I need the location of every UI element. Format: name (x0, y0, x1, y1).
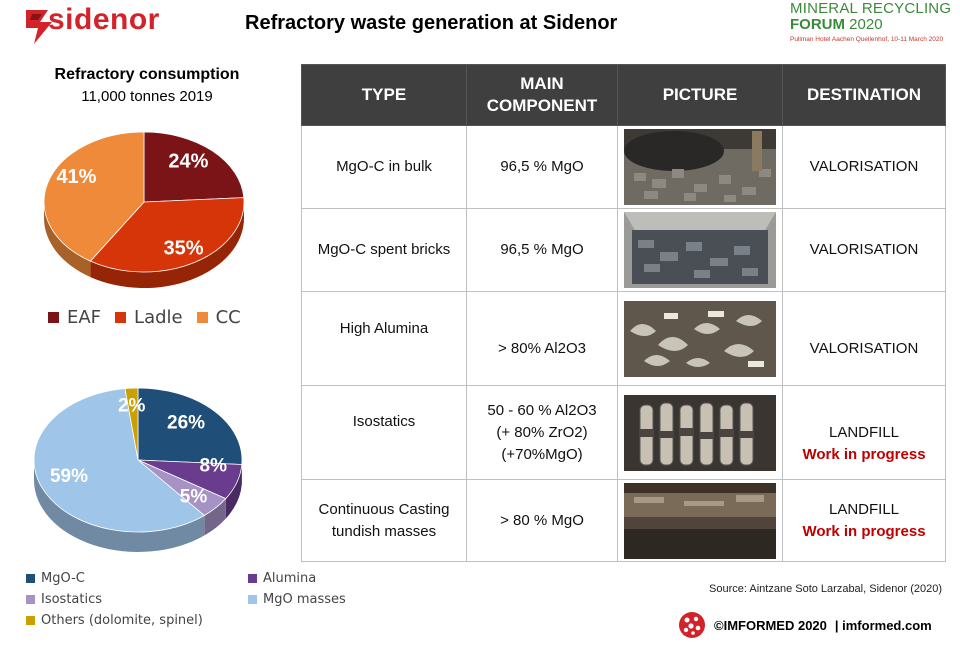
legend-item-others: Others (dolomite, spinel) (26, 613, 203, 628)
waste-table: TYPE MAIN COMPONENT PICTURE DESTINATION … (301, 64, 946, 562)
consumption-pie-slice-side (90, 202, 244, 288)
row-destination: LANDFILL Work in progress (782, 479, 946, 562)
tundish-masses-photo (624, 482, 776, 559)
row-component: 50 - 60 % Al2O3 (+ 80% ZrO2) (+70%MgO) (466, 385, 618, 480)
waste-pie-slice-mgo-masses (33, 388, 205, 533)
page-title: Refractory waste generation at Sidenor (245, 12, 618, 34)
legend-cc-label: CC (215, 307, 241, 328)
waste-pie-slice-others-dolomite-spinel (124, 387, 139, 461)
forum-logo: MINERAL RECYCLING FORUM 2020 Pullman Hot… (790, 0, 955, 48)
legend-item-ladle: Ladle (115, 307, 183, 328)
consumption-pie-data-label: 24% (168, 151, 208, 173)
waste-type-pie-chart: 26% 8% 5% 59% 2% (33, 387, 243, 552)
header-picture: PICTURE (617, 64, 783, 126)
header-main-component: MAIN COMPONENT (466, 64, 618, 126)
row-type: MgO-C in bulk (301, 125, 467, 209)
header-type: TYPE (301, 64, 467, 126)
table-header-row: TYPE MAIN COMPONENT PICTURE DESTINATION (301, 64, 946, 126)
row-type: Isostatics (301, 385, 467, 480)
legend-item-mgoc: MgO-C (26, 571, 85, 586)
brand-name: sidenor (48, 3, 160, 36)
row-destination: VALORISATION (782, 125, 946, 209)
legend-ladle-label: Ladle (134, 307, 183, 328)
table-row: MgO-C in bulk 96,5 % MgO VALORISATION (301, 125, 946, 209)
footer-copyright: ©IMFORMED 2020 (714, 617, 827, 633)
waste-pie-data-label: 8% (200, 456, 228, 477)
row-component: > 80 % MgO (466, 479, 618, 562)
forum-line1: MINERAL RECYCLING (790, 0, 952, 17)
spent-bricks-photo (624, 212, 776, 288)
legend-item-alumina: Alumina (248, 571, 316, 586)
legend-item-mgo-masses: MgO masses (248, 592, 346, 607)
row-type: High Alumina (301, 291, 467, 386)
eaf-swatch (48, 312, 59, 323)
consumption-legend: EAF Ladle CC (48, 307, 241, 328)
row-component: 96,5 % MgO (466, 208, 618, 292)
table-row: MgO-C spent bricks 96,5 % MgO VALORISATI… (301, 208, 946, 292)
consumption-pie-chart: 24% 35% 41% (43, 131, 245, 288)
legend-item-isostatics: Isostatics (26, 592, 102, 607)
forum-year: 2020 (849, 16, 883, 33)
row-picture (617, 125, 783, 209)
consumption-subtitle: 11,000 tonnes 2019 (81, 88, 213, 105)
row-type: MgO-C spent bricks (301, 208, 467, 292)
row-destination: VALORISATION (782, 291, 946, 386)
waste-pie-slice-mgo-c (137, 387, 243, 465)
footer: ©IMFORMED 2020 | imformed.com (678, 610, 932, 640)
forum-line2: FORUM 2020 (790, 16, 883, 33)
table-row: Isostatics 50 - 60 % Al2O3 (+ 80% ZrO2) … (301, 385, 946, 480)
row-picture (617, 479, 783, 562)
consumption-pie-slice-ladle (89, 197, 245, 273)
consumption-pie-data-label: 41% (56, 166, 96, 188)
row-component: > 80% Al2O3 (466, 291, 618, 386)
work-in-progress-note: Work in progress (802, 445, 926, 463)
table-row: Continuous Casting tundish masses > 80 %… (301, 479, 946, 562)
forum-venue: Pullman Hotel Aachen Quellenhof, 10-11 M… (790, 36, 944, 43)
high-alumina-photo (624, 300, 776, 377)
waste-pie-slice-side (204, 498, 226, 536)
consumption-pie-slice-eaf (143, 131, 245, 203)
waste-pie-data-label: 59% (50, 466, 88, 487)
waste-pie-data-label: 2% (118, 396, 146, 417)
row-destination: LANDFILL Work in progress (782, 385, 946, 480)
consumption-pie-slice-side (44, 202, 91, 278)
consumption-pie-slice-cc (43, 131, 145, 262)
row-picture (617, 208, 783, 292)
consumption-pie-data-label: 35% (164, 238, 204, 260)
sidenor-logo (26, 10, 52, 44)
waste-pie-data-label: 26% (167, 412, 205, 433)
waste-pie-data-label: 5% (180, 486, 208, 507)
row-destination: VALORISATION (782, 208, 946, 292)
legend-eaf-label: EAF (67, 307, 102, 328)
legend-item-eaf: EAF (48, 307, 101, 328)
mgoc-bulk-photo (624, 129, 776, 205)
cc-swatch (196, 312, 208, 323)
legend-item-cc: CC (196, 307, 241, 328)
header-destination: DESTINATION (782, 64, 946, 126)
ladle-swatch (115, 312, 127, 323)
source-note: Source: Aintzane Soto Larzabal, Sidenor … (709, 583, 942, 595)
imformed-globe-icon (679, 612, 705, 638)
row-picture (617, 291, 783, 386)
forum-word: FORUM (790, 16, 845, 33)
footer-site: | imformed.com (834, 617, 932, 633)
work-in-progress-note: Work in progress (802, 522, 926, 540)
row-picture (617, 385, 783, 480)
row-type: Continuous Casting tundish masses (301, 479, 467, 562)
waste-pie-slice-side (225, 464, 242, 519)
consumption-title: Refractory consumption (54, 66, 240, 83)
table-row: High Alumina > 80% Al2O3 VALORISATION (301, 291, 946, 386)
row-component: 96,5 % MgO (466, 125, 618, 209)
isostatics-photo (624, 394, 776, 471)
waste-pie-slice-side (34, 460, 205, 552)
